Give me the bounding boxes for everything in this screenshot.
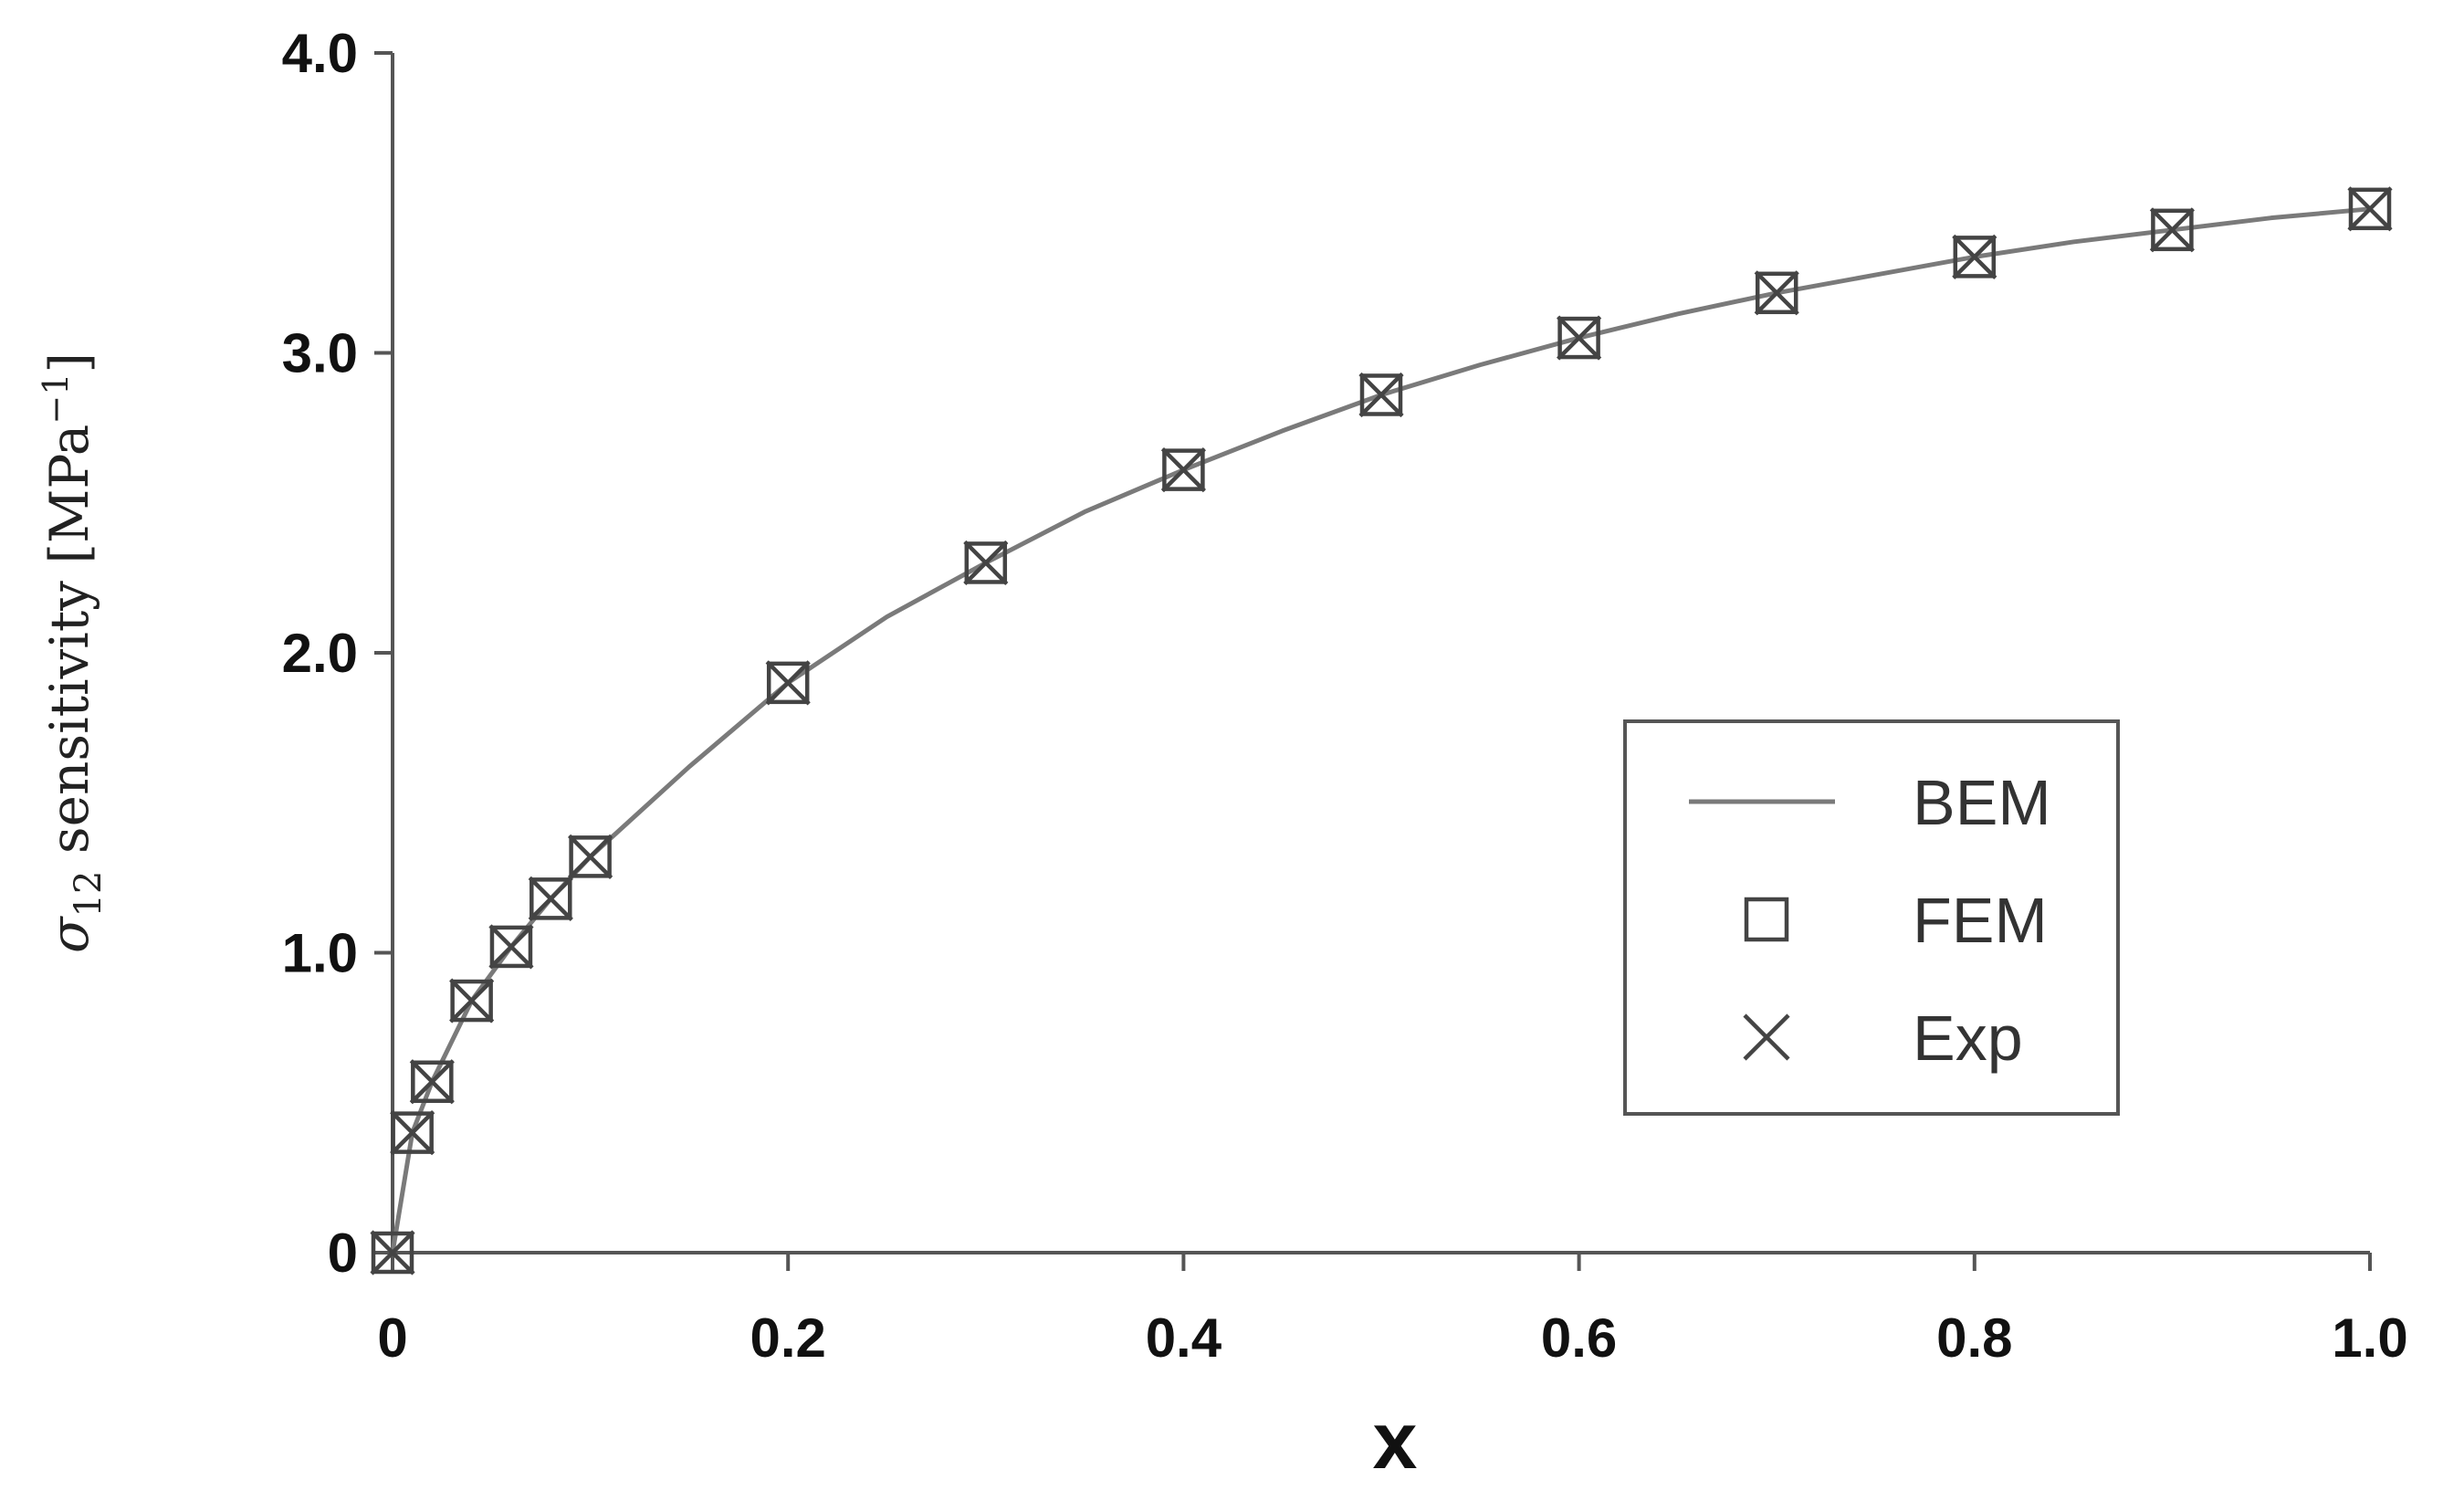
y-tick-label: 1.0 (282, 923, 358, 984)
fem-point (391, 1111, 434, 1154)
y-axis-title-close: ] (38, 352, 100, 373)
legend-item-bem: BEM (1689, 767, 2051, 838)
exp-point (409, 1059, 455, 1105)
exp-point-stroke (488, 924, 534, 970)
legend-entries: BEM FEM Exp (1689, 767, 2051, 1074)
exp-point (390, 1110, 435, 1156)
x-tick-label: 0.8 (1936, 1307, 2012, 1369)
fem-point (411, 1060, 454, 1104)
fem-point (569, 835, 612, 878)
x-tick-label: 1.0 (2332, 1307, 2407, 1369)
y-axis-title-subscript: 12 (68, 871, 110, 918)
y-axis-title-text: sensitivity [MPa (38, 425, 100, 871)
exp-point-stroke (2149, 207, 2195, 253)
x-tick-label: 0.2 (750, 1307, 825, 1369)
fem-point (2348, 187, 2392, 231)
x-tick-label: 0.4 (1146, 1307, 1222, 1369)
exp-point-stroke (765, 660, 811, 706)
fem-point (371, 1231, 414, 1275)
legend-item-exp: Exp (1743, 1002, 2023, 1074)
y-tick-label: 4.0 (282, 23, 358, 84)
fem-point (529, 877, 572, 920)
exp-point (449, 978, 495, 1023)
exp-point-stroke (1754, 270, 1799, 316)
y-tick-label: 0 (328, 1223, 358, 1284)
exp-point-stroke (449, 978, 495, 1023)
exp-point (488, 924, 534, 970)
legend-square-swatch (1744, 897, 1789, 942)
exp-point (568, 834, 613, 879)
tick-labels: 0 1.0 2.0 3.0 4.0 0 0.2 0.4 0.6 0.8 1.0 (282, 23, 2408, 1369)
exp-point-stroke (2347, 186, 2393, 232)
fem-point (766, 661, 810, 705)
exp-point (1557, 315, 1602, 361)
marker-group (370, 186, 2393, 1275)
fem-point (450, 979, 493, 1023)
fem-point (1953, 236, 1997, 278)
exp-point (2347, 186, 2393, 232)
fem-point (1359, 373, 1403, 416)
exp-point (765, 660, 811, 706)
x-tick-label: 0.6 (1541, 1307, 1617, 1369)
exp-point (2149, 207, 2195, 253)
exp-point-stroke (1358, 372, 1404, 418)
exp-point-stroke (1160, 447, 1206, 493)
legend-label: BEM (1913, 767, 2051, 838)
legend: BEM FEM Exp (1623, 719, 2120, 1116)
exp-point (1754, 270, 1799, 316)
legend-x-swatch (1743, 1013, 1790, 1061)
exp-point-stroke (370, 1230, 415, 1275)
exp-point (528, 876, 573, 921)
exp-point (1160, 447, 1206, 493)
fem-point (964, 541, 1008, 584)
x-tick-label: 0 (377, 1307, 407, 1369)
y-tick-label: 2.0 (282, 623, 358, 684)
exp-point (370, 1230, 415, 1275)
legend-box (1623, 719, 2120, 1116)
y-axis-title: σ12 sensitivity [MPa−1] (36, 352, 110, 953)
exp-point-stroke (528, 876, 573, 921)
y-axis-title-symbol: σ (38, 916, 100, 953)
exp-point-stroke (1952, 234, 1997, 279)
legend-label: Exp (1913, 1002, 2023, 1074)
legend-label: FEM (1913, 885, 2048, 956)
fem-point (1162, 448, 1205, 491)
exp-point (1952, 234, 1997, 279)
exp-point-stroke (390, 1110, 435, 1156)
fem-point (489, 925, 533, 969)
exp-point (1358, 372, 1404, 418)
y-axis-title-superscript: −1 (36, 373, 76, 425)
fem-point (1557, 316, 1600, 360)
exp-point-stroke (1557, 315, 1602, 361)
fem-point (2151, 208, 2194, 252)
exp-point-stroke (409, 1059, 455, 1105)
x-axis-title: x (1373, 1395, 1418, 1485)
fem-point (1755, 271, 1798, 315)
ticks (374, 51, 2372, 1271)
y-tick-label: 3.0 (282, 323, 358, 384)
legend-item-fem: FEM (1744, 885, 2048, 956)
exp-point-stroke (963, 540, 1009, 586)
exp-point-stroke (568, 834, 613, 879)
exp-point (963, 540, 1009, 586)
